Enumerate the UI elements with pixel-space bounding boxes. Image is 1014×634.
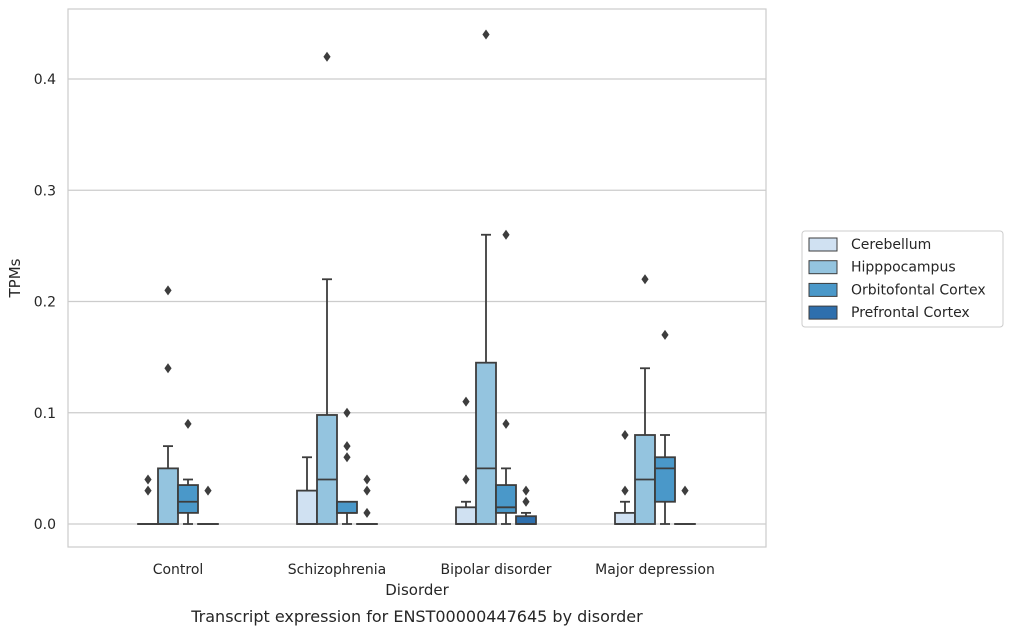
- outlier-point: [661, 329, 669, 340]
- box-body: [296, 489, 318, 525]
- box-body: [177, 484, 199, 514]
- box-hipppocampus: [634, 274, 656, 525]
- box-body: [316, 414, 338, 525]
- x-tick-labels: Control Schizophrenia Bipolar disorder Majo…: [153, 562, 715, 578]
- x-tick-label: Schizophrenia: [288, 562, 386, 578]
- box-body: [515, 515, 537, 525]
- chart-caption: Transcript expression for ENST0000044764…: [190, 607, 643, 626]
- x-axis-title: Disorder: [385, 581, 449, 599]
- outlier-point: [343, 407, 351, 418]
- legend-swatch: [808, 260, 838, 275]
- x-tick-label: Control: [153, 562, 204, 578]
- outlier-point: [502, 229, 510, 240]
- outlier-point: [144, 485, 152, 496]
- outlier-point: [641, 274, 649, 285]
- box-cerebellum: [614, 430, 636, 525]
- y-tick-label: 0.1: [34, 406, 56, 422]
- box-prefrontal-cortex: [674, 485, 696, 525]
- box-orbitofontal-cortex: [177, 418, 199, 525]
- outlier-point: [462, 474, 470, 485]
- outlier-point: [681, 485, 689, 496]
- box-plots: [137, 29, 696, 525]
- box-hipppocampus: [157, 285, 179, 525]
- box-orbitofontal-cortex: [654, 329, 676, 525]
- outlier-point: [164, 285, 172, 296]
- box-cerebellum: [137, 474, 159, 525]
- outlier-point: [204, 485, 212, 496]
- box-hipppocampus: [316, 51, 338, 525]
- legend: Cerebellum Hipppocampus Orbitofontal Corte…: [801, 230, 1004, 328]
- outlier-point: [621, 485, 629, 496]
- x-tick-label: Bipolar disorder: [440, 562, 551, 578]
- box-body: [495, 484, 517, 514]
- outlier-point: [363, 474, 371, 485]
- outlier-point: [522, 496, 530, 507]
- y-tick-label: 0.3: [34, 183, 56, 199]
- outlier-point: [343, 452, 351, 463]
- box-body: [336, 500, 358, 514]
- x-tick-label: Major depression: [595, 562, 715, 578]
- outlier-point: [502, 418, 510, 429]
- outlier-point: [621, 430, 629, 440]
- outlier-point: [462, 396, 470, 407]
- y-tick-label: 0.4: [34, 72, 56, 88]
- box-body: [614, 511, 636, 525]
- outlier-point: [363, 507, 371, 518]
- legend-swatch: [808, 237, 838, 252]
- legend-swatch: [808, 305, 838, 320]
- outlier-point: [363, 485, 371, 496]
- outlier-point: [184, 418, 192, 429]
- legend-swatch: [808, 282, 838, 297]
- outlier-point: [482, 29, 490, 40]
- legend-label: Prefrontal Cortex: [851, 305, 970, 321]
- outlier-point: [522, 485, 530, 496]
- legend-label: Orbitofontal Cortex: [851, 282, 986, 298]
- box-hipppocampus: [475, 29, 497, 525]
- box-body: [475, 361, 497, 525]
- box-body: [455, 506, 477, 525]
- y-tick-label: 0.0: [34, 517, 56, 533]
- outlier-point: [144, 474, 152, 485]
- box-prefrontal-cortex: [356, 474, 378, 525]
- outlier-point: [323, 51, 331, 62]
- legend-label: Cerebellum: [851, 237, 931, 253]
- box-cerebellum: [455, 396, 477, 525]
- box-body: [654, 456, 676, 503]
- box-cerebellum: [296, 456, 318, 525]
- box-orbitofontal-cortex: [336, 407, 358, 525]
- box-orbitofontal-cortex: [495, 229, 517, 525]
- legend-frame: [801, 230, 1004, 328]
- outlier-point: [164, 363, 172, 374]
- plot-frame: [67, 8, 767, 548]
- y-tick-labels: 0.0 0.1 0.2 0.3 0.4: [34, 72, 56, 533]
- box-prefrontal-cortex: [197, 485, 219, 525]
- legend-label: Hipppocampus: [851, 260, 956, 276]
- y-axis-title: TPMs: [6, 258, 24, 298]
- box-body: [157, 467, 179, 525]
- y-tick-label: 0.2: [34, 295, 56, 311]
- box-prefrontal-cortex: [515, 485, 537, 525]
- outlier-point: [343, 441, 351, 452]
